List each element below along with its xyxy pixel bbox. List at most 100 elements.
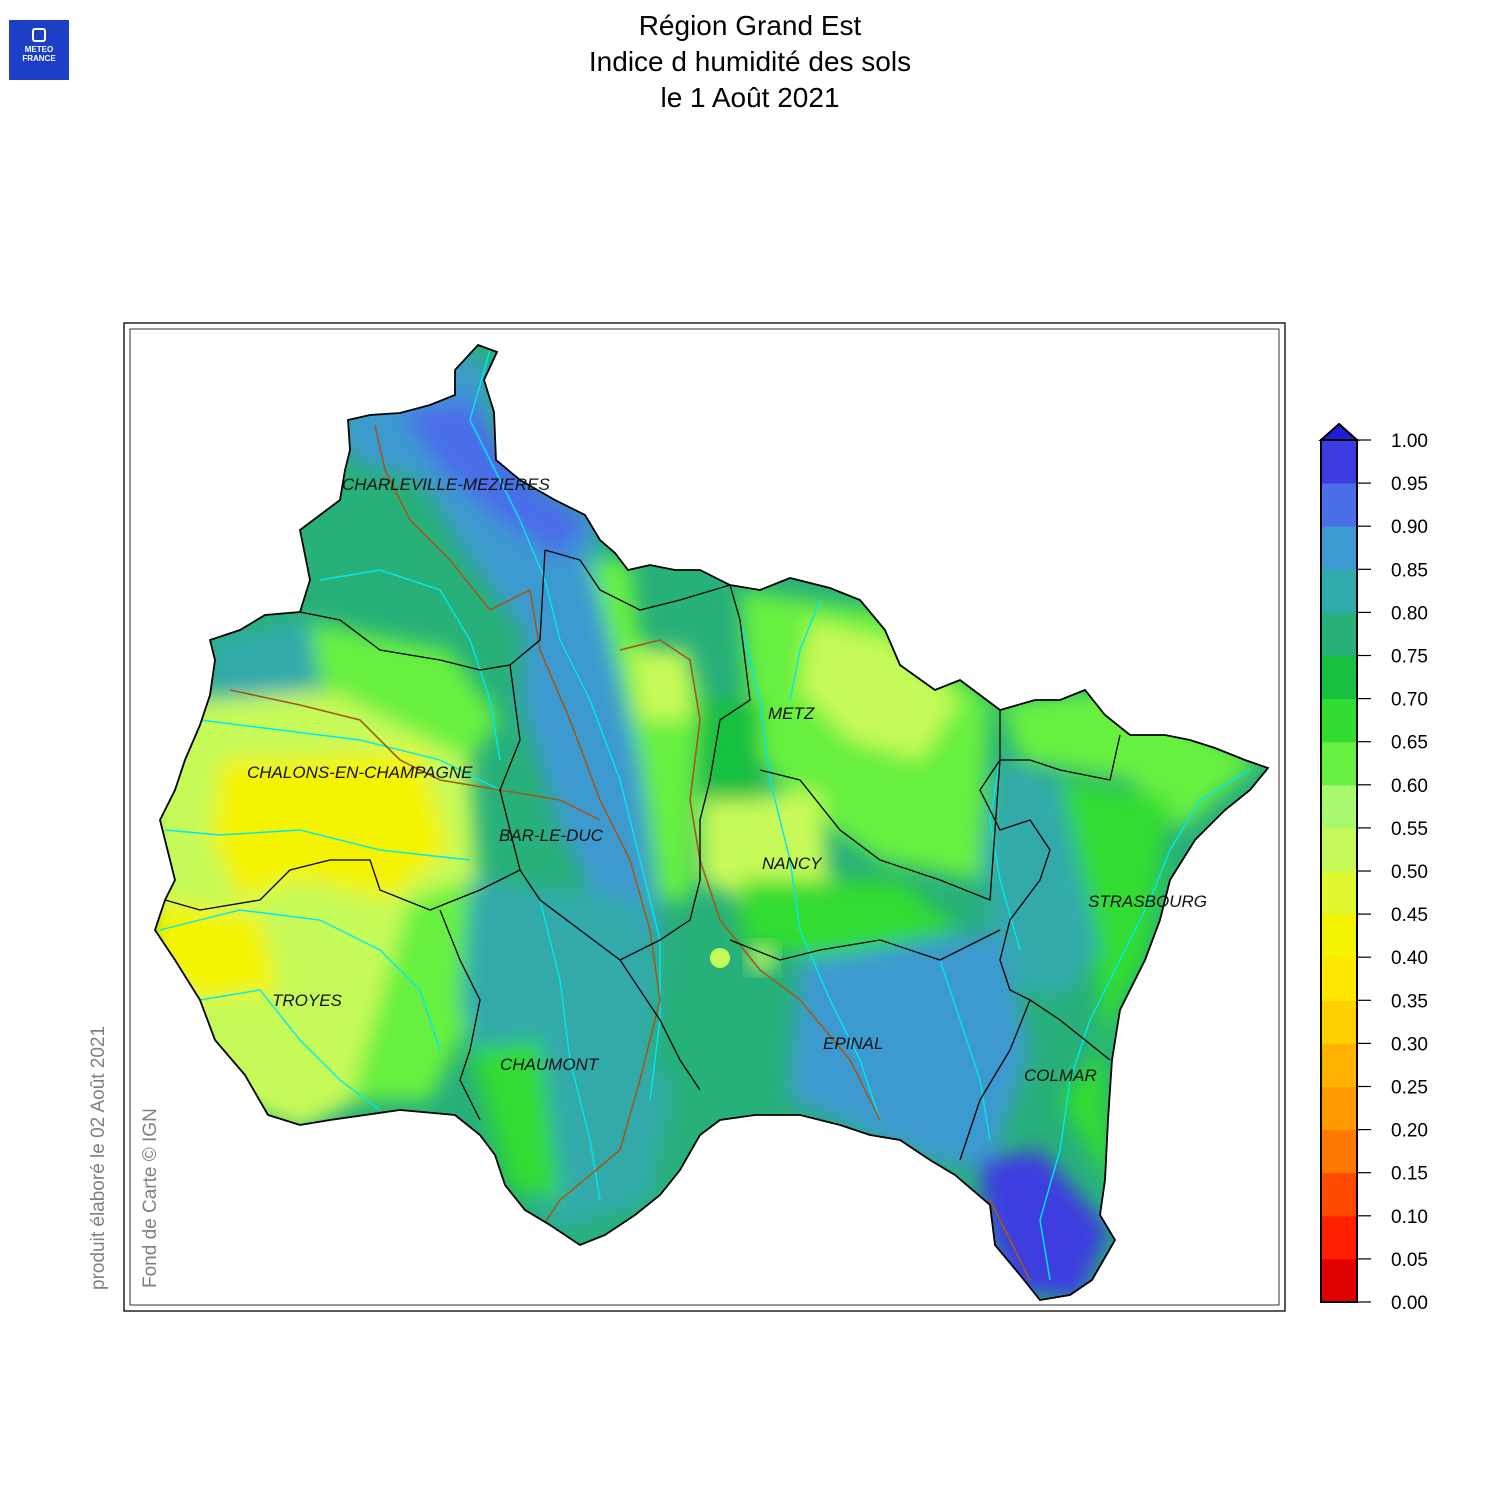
legend-swatch [1321, 784, 1357, 829]
river-vesle [199, 719, 501, 791]
legend-overflow-arrow [1318, 422, 1360, 441]
field-zone-alsace-green [1060, 780, 1170, 1200]
map-panel: CHARLEVILLE-MEZIERES METZ CHALONS-EN-CHA… [122, 321, 1287, 1313]
humidity-field [155, 345, 1268, 1300]
field-zone-chalons-driest [210, 750, 450, 900]
map-frame-outer [123, 322, 1286, 1312]
legend-swatch [1321, 1172, 1357, 1217]
border-ardennes-marne [299, 549, 546, 671]
border-haut-rhin-vosges [959, 999, 1031, 1161]
meteo-france-logo: METEO FRANCE [9, 20, 69, 80]
field-zone-meuse-wet [520, 560, 660, 950]
field-zone-sundgau-wettest [980, 1150, 1110, 1300]
basemap-credit: Fond de Carte © IGN [140, 1108, 161, 1288]
river-marne [164, 829, 471, 861]
legend-tick-label: 0.25 [1391, 1078, 1428, 1099]
city-label-strasbourg: STRASBOURG [1088, 892, 1207, 911]
title-line2: Indice d humidité des sols [588, 46, 912, 77]
field-zone-north-alsace-green [1000, 690, 1260, 830]
border-marne-aube [164, 664, 521, 911]
field-zone-haute-marne-east [650, 960, 790, 1130]
legend-swatch [1321, 1129, 1357, 1174]
legend-swatch [1321, 741, 1357, 786]
river-ill-north [989, 759, 1021, 951]
title-line3: le 1 Août 2021 [660, 82, 840, 113]
field-zone-metz-south-green [700, 700, 760, 800]
legend-swatch [1321, 698, 1357, 743]
legend-swatch [1321, 827, 1357, 872]
legend-tick-label: 0.60 [1391, 776, 1428, 797]
canal-meuse [374, 424, 661, 1231]
legend-tick-label: 0.35 [1391, 991, 1428, 1012]
border-moselle-south [759, 759, 1001, 901]
legend-swatch [1321, 655, 1357, 700]
legend-tick-label: 0.70 [1391, 690, 1428, 711]
legend-tick-label: 0.55 [1391, 819, 1428, 840]
legend-tick-label: 1.00 [1391, 431, 1428, 452]
river-marne-upper [539, 899, 601, 1201]
legend-tick-label: 0.75 [1391, 647, 1428, 668]
river-aube [159, 909, 441, 1051]
city-label-metz: METZ [768, 704, 815, 723]
border-meurthe-vosges [729, 929, 1001, 961]
city-label-epinal: EPINAL [823, 1034, 883, 1053]
legend-tick-label: 0.85 [1391, 560, 1428, 581]
legend-tick-label: 0.20 [1391, 1121, 1428, 1142]
legend-swatch [1321, 1086, 1357, 1131]
legend-tick-label: 0.95 [1391, 474, 1428, 495]
border-aube-haute-marne [439, 909, 481, 1121]
river-meuse [469, 349, 661, 1101]
produced-date-note: produit élaboré le 02 Août 2021 [88, 1025, 109, 1290]
border-meuse-haute-marne [519, 869, 701, 1091]
legend-tick-label: 0.65 [1391, 733, 1428, 754]
field-spot-light-2 [710, 948, 730, 968]
border-bas-rhin-north [1000, 734, 1121, 781]
field-zone-north-green [300, 620, 500, 760]
city-label-chalons: CHALONS-EN-CHAMPAGNE [247, 763, 473, 782]
map-frame-inner [129, 328, 1280, 1306]
city-label-nancy: NANCY [762, 854, 823, 873]
department-borders [164, 549, 1121, 1161]
city-label-troyes: TROYES [272, 991, 343, 1010]
logo-line1: METEO [24, 45, 54, 54]
border-meuse-east [544, 549, 751, 961]
map-svg: CHARLEVILLE-MEZIERES METZ CHALONS-EN-CHA… [123, 322, 1286, 1312]
legend-tick-label: 0.30 [1391, 1034, 1428, 1055]
legend-swatch [1321, 914, 1357, 958]
legend-swatch [1321, 526, 1357, 570]
logo-mark-icon [32, 28, 46, 42]
rivers [159, 349, 1251, 1281]
river-aisne [319, 569, 501, 761]
river-meurthe [939, 959, 991, 1141]
field-zone-troyes-east-green [350, 880, 480, 1100]
river-sarre [789, 599, 821, 701]
legend-swatch [1321, 1215, 1357, 1260]
legend-tick-label: 0.90 [1391, 517, 1428, 538]
legend-svg: 0.00 0.05 0.10 0.15 0.20 0.25 0.30 0.35 0.40 0.45… [1318, 422, 1428, 1314]
city-label-colmar: COLMAR [1024, 1066, 1097, 1085]
field-zone-lorraine-light [800, 620, 960, 760]
legend-tick-label: 0.45 [1391, 905, 1428, 926]
legend-swatch [1321, 871, 1357, 915]
legend-swatch [1321, 612, 1357, 656]
legend-swatch [1321, 1258, 1357, 1303]
river-moselle [739, 619, 881, 1121]
field-zone-meuse-light [630, 650, 690, 720]
color-legend: 0.00 0.05 0.10 0.15 0.20 0.25 0.30 0.35 0.40 0.45… [1318, 420, 1488, 1314]
field-zone-chaumont-green [470, 1040, 560, 1200]
canal-rhone-rhin [989, 1199, 1031, 1281]
legend-tick-label: 0.05 [1391, 1250, 1428, 1271]
river-rhine [1039, 769, 1251, 1281]
city-label-chaumont: CHAUMONT [500, 1055, 600, 1074]
field-zone-vosges-wet [790, 930, 1030, 1170]
city-label-bar-le-duc: BAR-LE-DUC [499, 826, 604, 845]
title-line1: Région Grand Est [638, 10, 862, 41]
legend-tick-label: 0.50 [1391, 862, 1428, 883]
river-seine [199, 989, 381, 1111]
legend-tick-label: 0.80 [1391, 603, 1428, 624]
field-zone-northwest-teal [210, 620, 320, 700]
legend-swatch [1321, 1000, 1357, 1044]
logo-line2: FRANCE [22, 54, 56, 63]
map-title: Région Grand Est Indice d humidité des s… [0, 8, 1500, 116]
legend-swatch [1321, 1043, 1357, 1087]
